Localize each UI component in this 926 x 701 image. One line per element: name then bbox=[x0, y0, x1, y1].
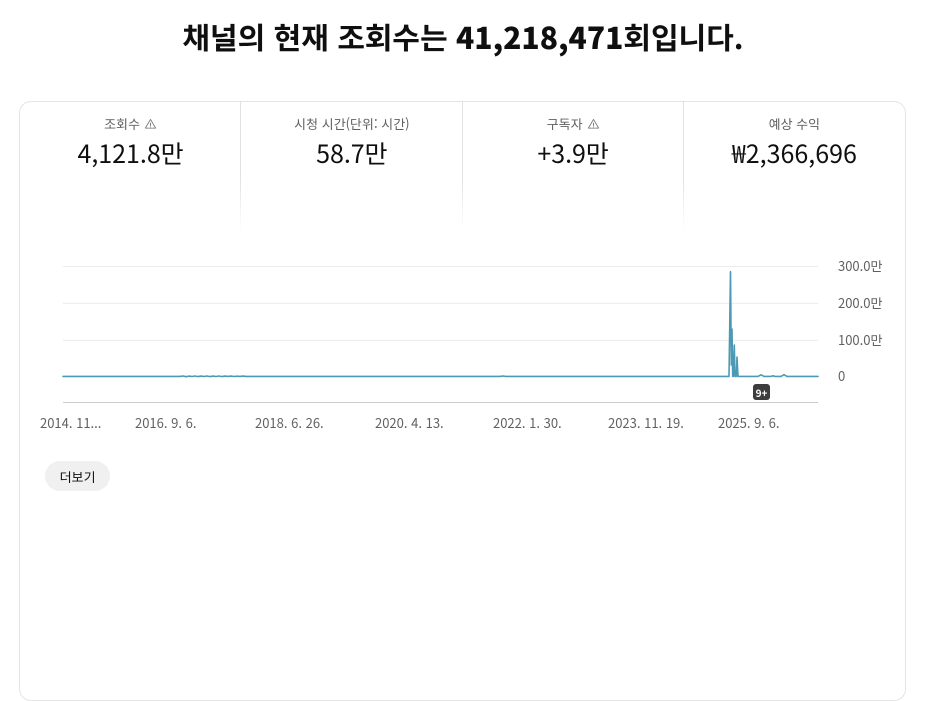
svg-text:200.0만: 200.0만 bbox=[838, 293, 882, 312]
svg-text:300.0만: 300.0만 bbox=[838, 256, 882, 275]
svg-text:0: 0 bbox=[838, 366, 845, 385]
svg-text:100.0만: 100.0만 bbox=[838, 330, 882, 349]
